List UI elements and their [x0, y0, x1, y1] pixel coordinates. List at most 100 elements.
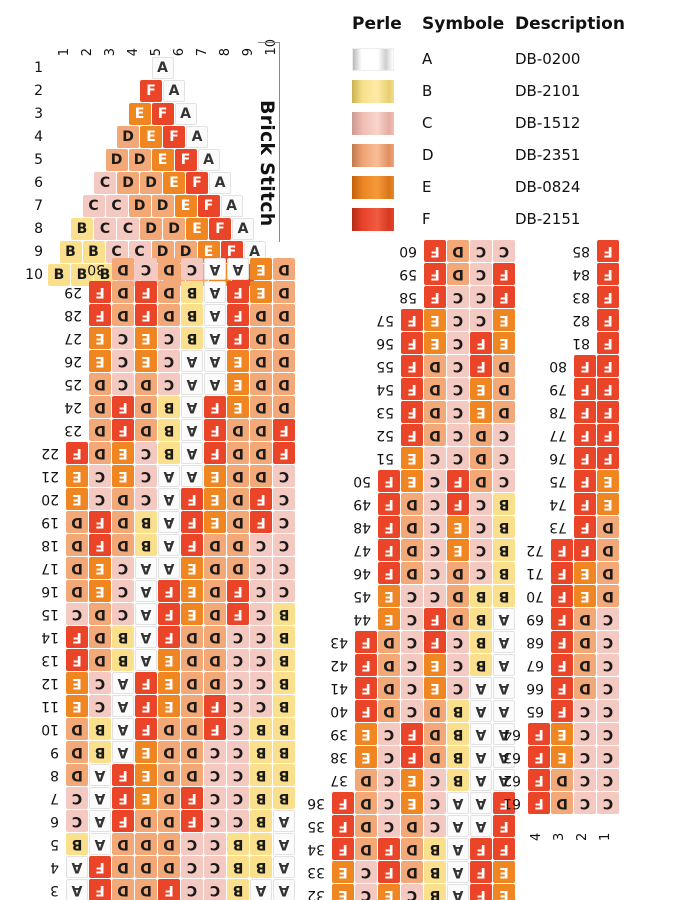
bead-D: D — [158, 764, 180, 787]
triangle-bead-F: F — [197, 194, 220, 217]
bead-C: C — [470, 516, 492, 539]
pattern-row-label-82: 82 — [572, 312, 590, 329]
bead-A: A — [135, 557, 157, 580]
triangle-bead-A: A — [151, 56, 174, 79]
bead-F: F — [424, 608, 446, 631]
bead-F: F — [66, 626, 88, 649]
bead-F: F — [401, 746, 423, 769]
pattern-row: B C E C D F 48 — [302, 516, 515, 539]
bead-E: E — [470, 401, 492, 424]
bead-F: F — [378, 838, 400, 861]
bead-F: F — [112, 810, 134, 833]
bead-C: C — [273, 511, 295, 534]
triangle-bead-A: A — [232, 217, 254, 240]
bead-D: D — [181, 672, 203, 695]
bead-F: F — [597, 355, 619, 378]
pattern-row: D F F 72 — [498, 539, 619, 562]
bead-D: D — [250, 373, 272, 396]
pattern-grid-column-2: 12345678EEABCECD31EFABCECE32EFABDFCE33FF… — [302, 240, 515, 900]
bead-F: F — [401, 332, 423, 355]
legend-swatch-C — [352, 111, 394, 135]
pattern-row-label-55: 55 — [376, 358, 394, 375]
bead-C: C — [204, 764, 226, 787]
bead-B: B — [447, 769, 469, 792]
triangle-bead-D: D — [140, 217, 162, 240]
bead-E: E — [551, 746, 573, 769]
bead-B: B — [181, 304, 203, 327]
bead-E: E — [447, 539, 469, 562]
pattern-row-label-6: 6 — [50, 813, 59, 830]
pattern-row: C C D F 60 — [302, 240, 515, 263]
bead-B: B — [424, 838, 446, 861]
bead-F: F — [89, 879, 111, 900]
legend: Perle Symbole Description A DB-0200 B DB-21… — [352, 14, 655, 235]
bead-B: B — [135, 511, 157, 534]
bead-C: C — [378, 769, 400, 792]
pattern-row: A B C F C D F 43 — [302, 631, 515, 654]
bead-D: D — [135, 396, 157, 419]
bead-F: F — [204, 718, 226, 741]
pattern-row-label-78: 78 — [549, 404, 567, 421]
bead-F: F — [597, 447, 619, 470]
bead-B: B — [250, 787, 272, 810]
pattern-row: C D C C E 51 — [302, 447, 515, 470]
legend-row-F: F DB-2151 — [352, 203, 655, 235]
triangle-row-label-3: 3 — [34, 105, 43, 122]
bead-F: F — [204, 695, 226, 718]
bead-D: D — [135, 373, 157, 396]
grid-column-3-col-header-3: 3 — [552, 832, 567, 841]
bead-D: D — [158, 718, 180, 741]
pattern-row: F F 79 — [498, 378, 619, 401]
pattern-row-label-47: 47 — [353, 542, 371, 559]
pattern-row-label-33: 33 — [307, 864, 325, 881]
pattern-row-label-29: 29 — [64, 284, 82, 301]
pattern-row-label-85: 85 — [572, 243, 590, 260]
legend-row-B: B DB-2101 — [352, 75, 655, 107]
bead-E: E — [424, 654, 446, 677]
bead-D: D — [227, 488, 249, 511]
bead-B: B — [470, 608, 492, 631]
triangle-bead-A: A — [186, 125, 208, 148]
bead-F: F — [158, 879, 180, 900]
bead-D: D — [273, 304, 295, 327]
bead-A: A — [158, 511, 180, 534]
bead-F: F — [355, 654, 377, 677]
bead-F: F — [112, 419, 134, 442]
pattern-row-label-42: 42 — [330, 657, 348, 674]
pattern-row: D E F A B D F D F 29 — [36, 281, 295, 304]
bead-F: F — [204, 442, 226, 465]
bead-E: E — [227, 350, 249, 373]
bead-F: F — [574, 355, 596, 378]
bead-E: E — [204, 511, 226, 534]
bead-C: C — [227, 626, 249, 649]
pattern-row-label-48: 48 — [353, 519, 371, 536]
bead-D: D — [158, 304, 180, 327]
pattern-row: E F 74 — [498, 493, 619, 516]
bead-D: D — [401, 516, 423, 539]
bead-A: A — [89, 764, 111, 787]
brick-stitch-label: Brick Stitch — [256, 100, 278, 227]
bead-E: E — [66, 695, 88, 718]
bead-C: C — [597, 631, 619, 654]
bead-A: A — [112, 695, 134, 718]
bead-C: C — [597, 677, 619, 700]
legend-description-F: DB-2151 — [515, 210, 581, 228]
pattern-row: A A B C E C D 37 — [302, 769, 515, 792]
bead-E: E — [158, 672, 180, 695]
bead-C: C — [273, 557, 295, 580]
pattern-row: D D F A B C E C E 27 — [36, 327, 295, 350]
pattern-row-label-53: 53 — [376, 404, 394, 421]
